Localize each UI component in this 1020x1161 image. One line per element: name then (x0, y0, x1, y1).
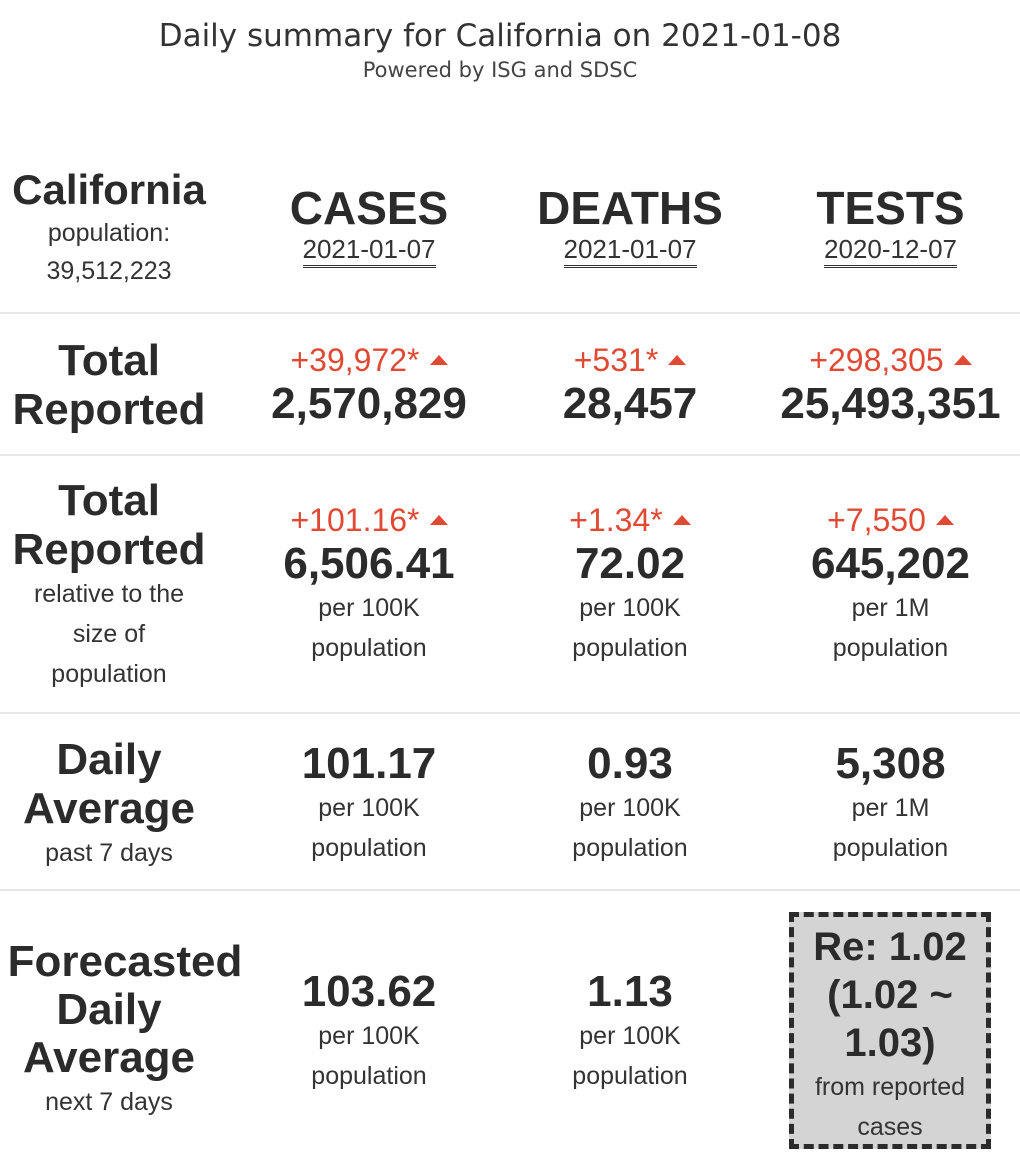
delta-value: +298,305 (761, 340, 1020, 380)
unit-line: per 100K (579, 1022, 681, 1050)
total-value: 25,493,351 (780, 379, 1001, 428)
average-value: 0.93 (587, 739, 673, 788)
total-value: 2,570,829 (271, 379, 467, 428)
unit-line: population (572, 634, 688, 662)
population-value: 39,512,223 (46, 257, 172, 285)
average-value: 101.17 (301, 739, 437, 788)
unit-line: population (311, 1062, 427, 1090)
row-sublabel-line: population (51, 660, 167, 688)
column-header-cases: CASES 2021-01-07 (239, 182, 499, 268)
region-name: California (12, 166, 206, 213)
cell-cases-forecast: 103.62 per 100K population (239, 968, 499, 1096)
column-title: CASES (289, 182, 449, 234)
column-date: 2021-01-07 (563, 234, 697, 268)
unit-line: population (832, 634, 949, 662)
row-divider (0, 454, 1020, 456)
cell-tests-daily-average: 5,308 per 1M population (761, 740, 1020, 868)
page-header: Daily summary for California on 2021-01-… (0, 16, 1000, 84)
unit-line: per 1M (851, 594, 930, 622)
total-value: 28,457 (562, 379, 698, 428)
re-estimate-box: Re: 1.02 (1.02 ~ 1.03) from reported cas… (789, 912, 991, 1149)
column-title: TESTS (816, 182, 965, 234)
relative-value: 645,202 (810, 539, 971, 588)
re-source-line: from reported (814, 1073, 966, 1101)
trend-up-icon (429, 514, 448, 525)
row-sublabel-line: past 7 days (45, 839, 173, 867)
delta-value: +531* (500, 340, 760, 380)
forecast-value: 1.13 (587, 967, 673, 1016)
column-header-tests: TESTS 2020-12-07 (761, 182, 1020, 268)
row-label-line: Average (22, 784, 196, 833)
row-divider (0, 312, 1020, 314)
unit-line: population (572, 1062, 688, 1090)
region-header: California population: 39,512,223 (0, 165, 218, 290)
row-label-total-reported: Total Reported (0, 336, 218, 434)
cell-tests-total: +298,305 25,493,351 (761, 340, 1020, 428)
unit-line: per 100K (318, 794, 420, 822)
unit-line: per 100K (318, 594, 420, 622)
row-sublabel-line: next 7 days (45, 1088, 173, 1116)
cell-deaths-relative: +1.34* 72.02 per 100K population (500, 500, 760, 668)
relative-value: 6,506.41 (283, 539, 455, 588)
unit-line: per 100K (579, 794, 681, 822)
unit-line: population (832, 834, 949, 862)
page-title: Daily summary for California on 2021-01-… (158, 18, 842, 54)
unit-line: per 100K (579, 594, 681, 622)
row-label-line: Reported (12, 385, 206, 434)
row-label-line: Total (58, 476, 160, 525)
trend-up-icon (935, 514, 954, 525)
unit-line: per 100K (318, 1022, 420, 1050)
row-label-relative: Total Reported relative to the size of p… (0, 476, 218, 694)
row-label-line: Reported (12, 525, 206, 574)
cell-cases-relative: +101.16* 6,506.41 per 100K population (239, 500, 499, 668)
column-header-deaths: DEATHS 2021-01-07 (500, 182, 760, 268)
row-sublabel-line: size of (72, 620, 146, 648)
row-label-line: Daily (56, 735, 162, 784)
forecast-value: 103.62 (301, 967, 437, 1016)
trend-up-icon (668, 354, 687, 365)
row-sublabel-line: relative to the (33, 580, 185, 608)
column-title: DEATHS (537, 182, 723, 234)
population-label: population: (47, 219, 171, 247)
cell-deaths-daily-average: 0.93 per 100K population (500, 740, 760, 868)
cell-deaths-forecast: 1.13 per 100K population (500, 968, 760, 1096)
unit-line: per 1M (851, 794, 930, 822)
cell-deaths-total: +531* 28,457 (500, 340, 760, 428)
unit-line: population (311, 834, 427, 862)
trend-up-icon (953, 354, 972, 365)
trend-up-icon (672, 514, 691, 525)
row-label-line: Average (22, 1033, 196, 1082)
cell-cases-total: +39,972* 2,570,829 (239, 340, 499, 428)
delta-value: +101.16* (239, 500, 499, 540)
column-date: 2021-01-07 (302, 234, 436, 268)
re-range-line: 1.03) (844, 1021, 936, 1065)
average-value: 5,308 (835, 739, 946, 788)
delta-value: +39,972* (239, 340, 499, 380)
column-date: 2020-12-07 (824, 234, 957, 268)
re-range-line: (1.02 ~ (827, 973, 953, 1017)
delta-value: +7,550 (761, 500, 1020, 540)
trend-up-icon (429, 354, 448, 365)
row-label-line: Daily (56, 985, 162, 1034)
relative-value: 72.02 (574, 539, 686, 588)
row-label-forecast: Forecasted Daily Average next 7 days (0, 938, 250, 1122)
row-divider (0, 712, 1020, 714)
row-label-line: Forecasted (7, 937, 243, 986)
re-value-line: Re: 1.02 (813, 925, 967, 969)
cell-cases-daily-average: 101.17 per 100K population (239, 740, 499, 868)
unit-line: population (572, 834, 688, 862)
re-source-line: cases (857, 1113, 923, 1141)
row-label-daily-average: Daily Average past 7 days (0, 735, 218, 873)
cell-tests-relative: +7,550 645,202 per 1M population (761, 500, 1020, 668)
page-subtitle: Powered by ISG and SDSC (362, 58, 638, 82)
row-divider (0, 889, 1020, 891)
row-label-line: Total (58, 336, 160, 385)
unit-line: population (311, 634, 427, 662)
delta-value: +1.34* (500, 500, 760, 540)
